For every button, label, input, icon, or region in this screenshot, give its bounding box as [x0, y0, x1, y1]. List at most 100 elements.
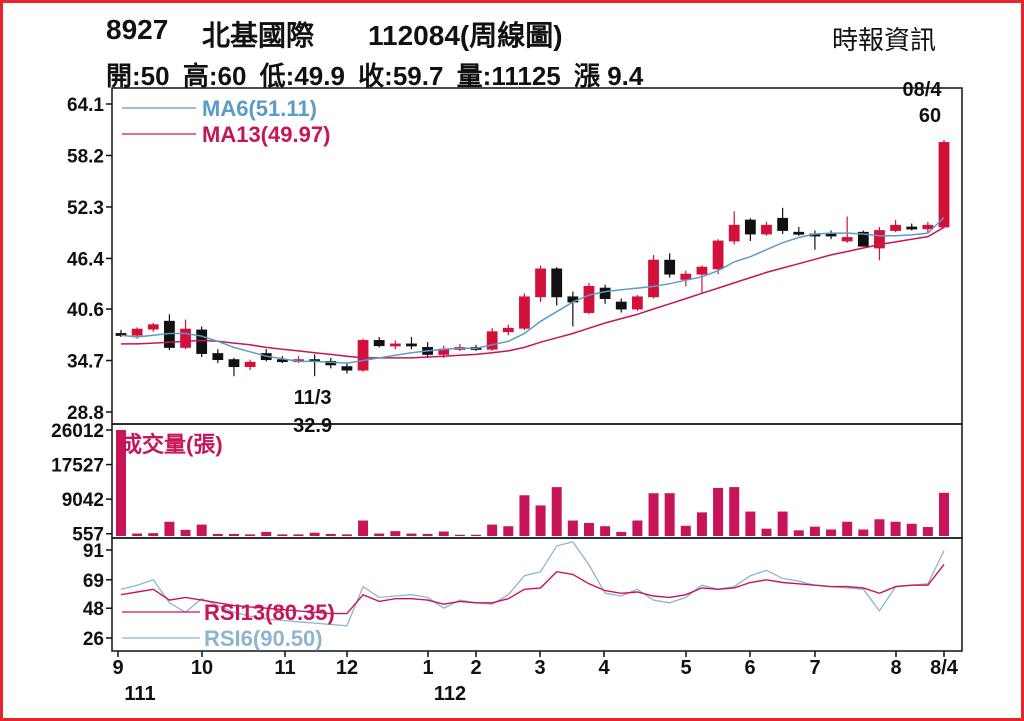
low-price-annotation: 32.9: [293, 415, 332, 437]
rsi-tick-label: 69: [83, 571, 104, 592]
volume-tick-label: 557: [72, 525, 104, 546]
x-tick-label: 5: [680, 657, 691, 679]
volume-bar: [196, 524, 207, 536]
candle-body: [486, 331, 498, 350]
stat-change: 漲 9.4: [573, 61, 644, 91]
rsi6-line: [120, 541, 945, 627]
candle-body: [906, 226, 918, 230]
x-tick-label: 9: [112, 657, 123, 679]
volume-bar: [664, 493, 675, 536]
ma6-line: [120, 216, 945, 364]
candle-body: [583, 285, 595, 313]
volume-bar: [487, 524, 498, 536]
x-tick-label: 8: [890, 657, 901, 679]
candle-body: [599, 287, 611, 299]
candle-body: [777, 217, 789, 231]
volume-bar: [180, 529, 191, 536]
candle-body: [180, 328, 191, 348]
volume-bar: [228, 533, 239, 536]
volume-bar: [922, 527, 933, 536]
volume-bar: [358, 520, 369, 536]
candle-body: [406, 343, 417, 347]
volume-tick-label: 9042: [62, 490, 104, 511]
candle-body: [519, 296, 530, 329]
candle-body: [341, 366, 353, 371]
low-date-annotation: 11/3: [294, 387, 332, 409]
volume-bar: [132, 533, 143, 536]
candle-body: [389, 343, 401, 347]
volume-bar: [713, 487, 724, 536]
volume-bar: [696, 512, 707, 536]
candle-body: [357, 340, 369, 371]
volume-bar: [616, 531, 627, 536]
ma13-legend-label: MA13(49.97): [202, 122, 330, 147]
x-tick-label: 2: [470, 657, 481, 679]
volume-bar: [680, 525, 691, 536]
volume-bar: [745, 511, 756, 536]
volume-bar: [858, 529, 869, 536]
volume-bar: [261, 531, 272, 536]
volume-bar: [148, 533, 159, 536]
x-tick-label: 12: [336, 657, 358, 679]
candle-body: [502, 327, 514, 333]
x-tick-year-label: 112: [434, 683, 466, 705]
price-tick-label: 40.6: [67, 300, 104, 321]
volume-bar: [648, 493, 659, 536]
candle-body: [680, 273, 692, 280]
data-source: 時報資訊: [832, 25, 937, 55]
candle-body: [276, 359, 288, 363]
stat-volume: 量:11125: [456, 61, 561, 91]
x-tick-label: 3: [534, 657, 545, 679]
volume-bar: [390, 531, 401, 536]
candle-body: [712, 240, 724, 270]
candle-body: [244, 361, 256, 368]
volume-title: 成交量(張): [120, 432, 223, 457]
ma13-line: [121, 226, 945, 359]
x-tick-label: 7: [809, 657, 820, 679]
candle-body: [535, 268, 546, 298]
high-date-annotation: 08/4: [903, 79, 943, 101]
candle-body: [131, 328, 143, 336]
rsi-tick-label: 48: [83, 599, 104, 620]
price-tick-label: 28.8: [67, 403, 104, 424]
rsi13-legend-label: RSI13(80.35): [204, 600, 335, 625]
volume-bar: [842, 521, 853, 536]
candle-body: [196, 329, 208, 354]
price-tick-label: 52.3: [67, 198, 104, 219]
candle-body: [841, 237, 853, 242]
volume-bar: [164, 521, 175, 536]
price-tick-label: 58.2: [67, 146, 104, 167]
candle-body: [147, 324, 159, 330]
candle-body: [857, 231, 869, 247]
volume-bar: [809, 526, 820, 536]
volume-bar: [325, 533, 336, 536]
high-price-annotation: 60: [919, 105, 941, 127]
volume-bar: [890, 521, 901, 536]
stat-high: 高:60: [182, 61, 247, 91]
candle-body: [615, 301, 627, 310]
x-tick-label: 8/4: [930, 657, 959, 679]
x-tick-year-label: 111: [124, 683, 155, 705]
volume-bar: [503, 526, 514, 536]
candle-body: [874, 230, 885, 249]
candle-body: [664, 259, 676, 275]
x-tick-label: 11: [274, 657, 295, 679]
rsi13-line: [120, 563, 945, 615]
volume-bar: [116, 430, 126, 536]
price-stats: 開:50 高:60 低:49.9 收:59.7 量:11125 漲 9.4: [106, 56, 649, 93]
volume-bar: [874, 519, 885, 536]
volume-bar: [939, 492, 949, 536]
candle-body: [890, 224, 901, 231]
candle-body: [212, 353, 224, 361]
volume-bar: [519, 495, 530, 536]
candle-body: [696, 266, 708, 275]
volume-bar: [406, 533, 417, 536]
rsi6-legend-label: RSI6(90.50): [204, 626, 323, 651]
volume-bar: [761, 528, 772, 536]
x-tick-label: 10: [191, 657, 213, 679]
volume-bar: [212, 533, 223, 536]
volume-bar: [551, 487, 562, 536]
x-tick-label: 6: [744, 657, 755, 679]
price-tick-label: 34.7: [67, 352, 104, 373]
volume-bar: [567, 520, 578, 536]
